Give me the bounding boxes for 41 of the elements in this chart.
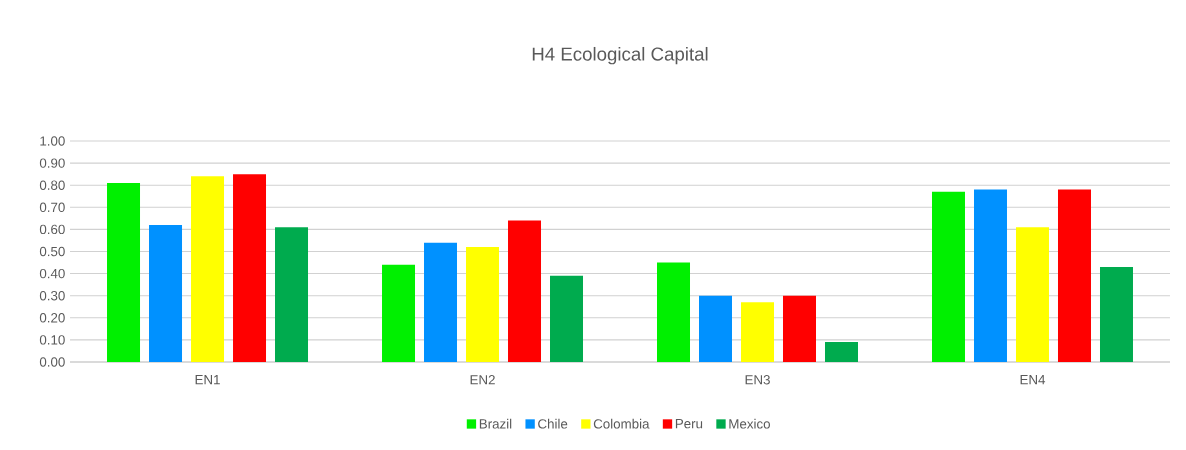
y-tick-label: 0.00 [39, 357, 65, 367]
chart-title: H4 Ecological Capital [532, 46, 708, 65]
bar [783, 295, 816, 362]
bar [191, 176, 225, 362]
y-tick-label: 0.20 [39, 313, 65, 323]
y-tick-label: 0.70 [39, 202, 65, 213]
x-tick-label: EN4 [1020, 375, 1046, 385]
bar [466, 247, 500, 362]
bar [107, 182, 141, 362]
bar [741, 302, 774, 362]
bar [1016, 227, 1049, 362]
bar [508, 220, 542, 362]
bar [382, 264, 416, 362]
x-tick-label: EN3 [745, 375, 770, 385]
bar [932, 191, 965, 362]
bar [699, 295, 732, 362]
bar [825, 342, 858, 362]
bar [550, 275, 583, 362]
bar [275, 227, 309, 362]
legend-label: Mexico [729, 418, 770, 429]
x-tick-label: EN1 [195, 375, 220, 385]
legend-label: Brazil [479, 418, 512, 429]
bar [424, 242, 458, 362]
legend-label: Colombia [593, 418, 650, 429]
bar [657, 262, 690, 362]
bar [974, 189, 1007, 362]
y-tick-label: 1.00 [40, 136, 65, 146]
y-tick-label: 0.90 [39, 158, 65, 168]
y-tick-label: 0.30 [39, 290, 65, 301]
bar [1099, 266, 1133, 362]
y-tick-label: 0.80 [39, 180, 65, 190]
y-tick-label: 0.40 [39, 268, 65, 279]
y-tick-label: 0.10 [39, 335, 65, 345]
legend-label: Peru [675, 419, 703, 429]
legend-label: Chile [538, 418, 568, 429]
x-tick-label: EN2 [470, 375, 495, 385]
bar [233, 174, 267, 362]
y-tick-label: 0.60 [39, 224, 65, 235]
bar [1058, 189, 1091, 362]
bar [149, 224, 183, 362]
y-tick-label: 0.50 [39, 246, 65, 257]
